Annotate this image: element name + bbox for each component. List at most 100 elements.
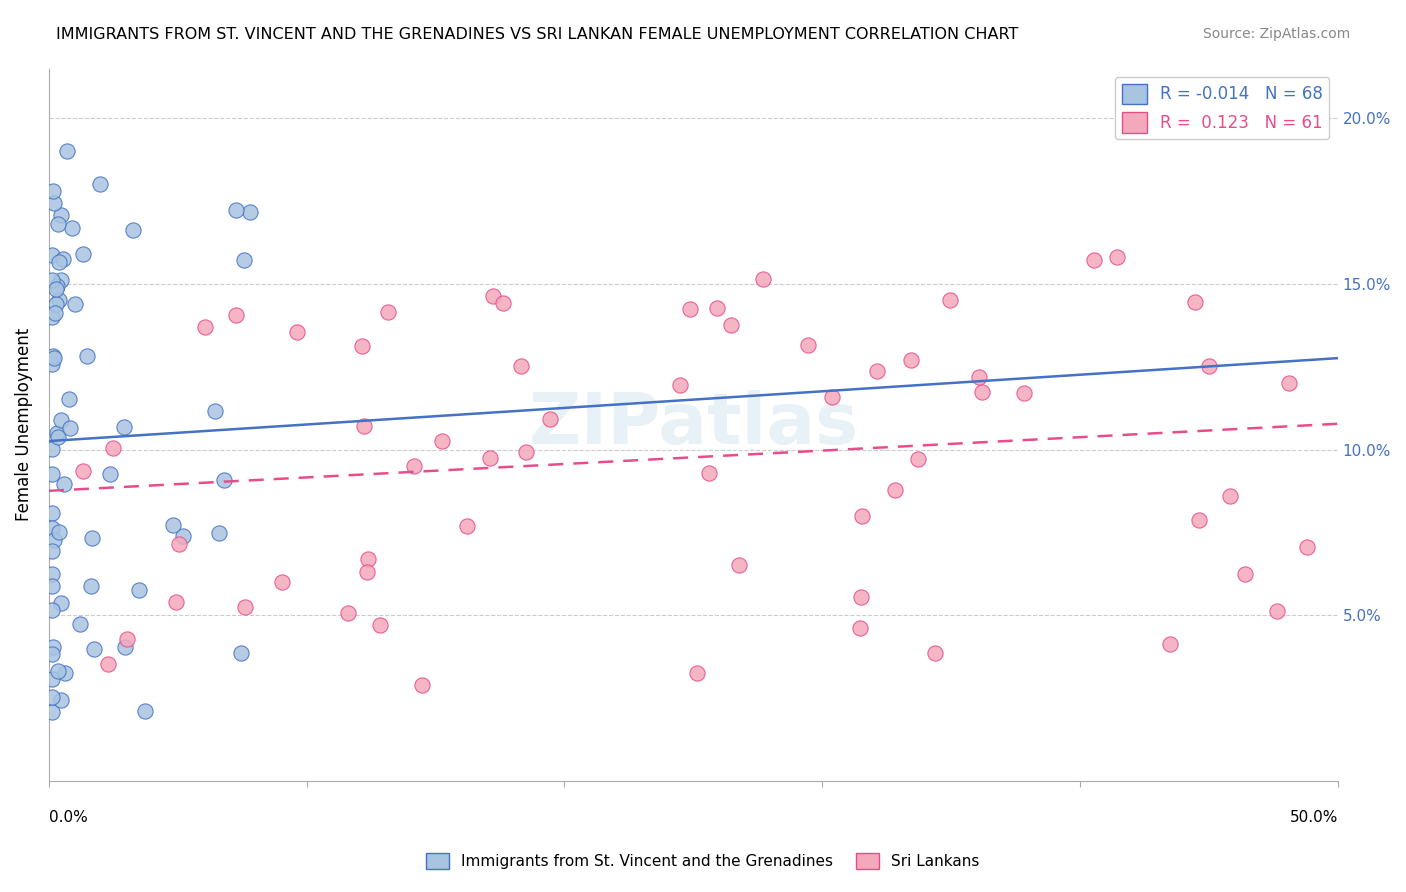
Point bbox=[46, 665, 69, 679]
Point bbox=[48, 293, 70, 308]
Point bbox=[51, 208, 73, 222]
Point bbox=[41, 567, 63, 582]
Point bbox=[41, 579, 63, 593]
Point bbox=[515, 445, 537, 459]
Point bbox=[679, 301, 702, 316]
Point bbox=[122, 223, 145, 237]
Point bbox=[214, 473, 236, 487]
Point bbox=[41, 705, 63, 719]
Text: 50.0%: 50.0% bbox=[1289, 810, 1337, 824]
Point bbox=[41, 273, 63, 287]
Point bbox=[59, 421, 82, 435]
Point bbox=[83, 642, 105, 657]
Point bbox=[89, 177, 111, 191]
Point bbox=[169, 537, 191, 551]
Point bbox=[60, 221, 83, 235]
Point bbox=[481, 289, 503, 303]
Point bbox=[41, 521, 63, 535]
Point bbox=[53, 666, 76, 681]
Point bbox=[849, 621, 872, 635]
Point bbox=[45, 296, 67, 310]
Point bbox=[41, 357, 63, 371]
Point bbox=[356, 565, 378, 579]
Point bbox=[797, 338, 820, 352]
Point bbox=[239, 205, 262, 219]
Y-axis label: Female Unemployment: Female Unemployment bbox=[15, 328, 32, 522]
Point bbox=[52, 476, 75, 491]
Point bbox=[76, 349, 98, 363]
Point bbox=[924, 646, 946, 660]
Point bbox=[752, 271, 775, 285]
Point bbox=[98, 467, 121, 482]
Point bbox=[907, 451, 929, 466]
Point bbox=[41, 506, 63, 520]
Point bbox=[1219, 490, 1241, 504]
Point bbox=[45, 425, 67, 440]
Point bbox=[41, 690, 63, 704]
Point bbox=[72, 247, 94, 261]
Point bbox=[165, 595, 187, 609]
Point bbox=[69, 616, 91, 631]
Point bbox=[510, 359, 533, 373]
Point bbox=[669, 378, 692, 392]
Point bbox=[114, 640, 136, 655]
Point bbox=[41, 467, 63, 481]
Point bbox=[41, 544, 63, 558]
Point bbox=[41, 442, 63, 456]
Point bbox=[49, 413, 72, 427]
Point bbox=[128, 582, 150, 597]
Point bbox=[63, 297, 86, 311]
Point bbox=[45, 282, 67, 296]
Point bbox=[970, 385, 993, 400]
Point bbox=[353, 419, 375, 434]
Point bbox=[411, 678, 433, 692]
Point bbox=[115, 632, 138, 646]
Point bbox=[697, 467, 720, 481]
Point bbox=[1083, 253, 1105, 268]
Point bbox=[456, 519, 478, 533]
Point bbox=[42, 196, 65, 211]
Text: Source: ZipAtlas.com: Source: ZipAtlas.com bbox=[1202, 27, 1350, 41]
Point bbox=[58, 392, 80, 406]
Point bbox=[48, 217, 70, 231]
Point bbox=[42, 351, 65, 365]
Point bbox=[172, 528, 194, 542]
Point bbox=[479, 451, 502, 466]
Point bbox=[42, 533, 65, 547]
Point bbox=[41, 672, 63, 686]
Point bbox=[48, 255, 70, 269]
Point bbox=[720, 318, 742, 333]
Point bbox=[225, 202, 247, 217]
Point bbox=[1012, 386, 1035, 401]
Legend: Immigrants from St. Vincent and the Grenadines, Sri Lankans: Immigrants from St. Vincent and the Gren… bbox=[420, 847, 986, 875]
Point bbox=[1233, 567, 1256, 582]
Point bbox=[42, 640, 65, 655]
Point bbox=[97, 657, 120, 671]
Point bbox=[1278, 376, 1301, 390]
Point bbox=[287, 325, 309, 339]
Point bbox=[42, 349, 65, 363]
Point bbox=[208, 525, 231, 540]
Point bbox=[271, 574, 294, 589]
Point bbox=[41, 602, 63, 616]
Point bbox=[851, 509, 873, 524]
Point bbox=[233, 599, 256, 614]
Point bbox=[49, 596, 72, 610]
Point bbox=[204, 404, 226, 418]
Point bbox=[900, 352, 922, 367]
Point bbox=[377, 305, 399, 319]
Point bbox=[350, 339, 373, 353]
Point bbox=[49, 693, 72, 707]
Point bbox=[402, 458, 425, 473]
Point bbox=[1105, 250, 1128, 264]
Point bbox=[1295, 540, 1317, 554]
Point bbox=[336, 606, 359, 620]
Point bbox=[727, 558, 749, 572]
Point bbox=[939, 293, 962, 308]
Legend: R = -0.014   N = 68, R =  0.123   N = 61: R = -0.014 N = 68, R = 0.123 N = 61 bbox=[1115, 77, 1330, 139]
Point bbox=[368, 618, 391, 632]
Text: IMMIGRANTS FROM ST. VINCENT AND THE GRENADINES VS SRI LANKAN FEMALE UNEMPLOYMENT: IMMIGRANTS FROM ST. VINCENT AND THE GREN… bbox=[56, 27, 1018, 42]
Point bbox=[52, 252, 75, 267]
Point bbox=[706, 301, 728, 315]
Point bbox=[1198, 359, 1220, 374]
